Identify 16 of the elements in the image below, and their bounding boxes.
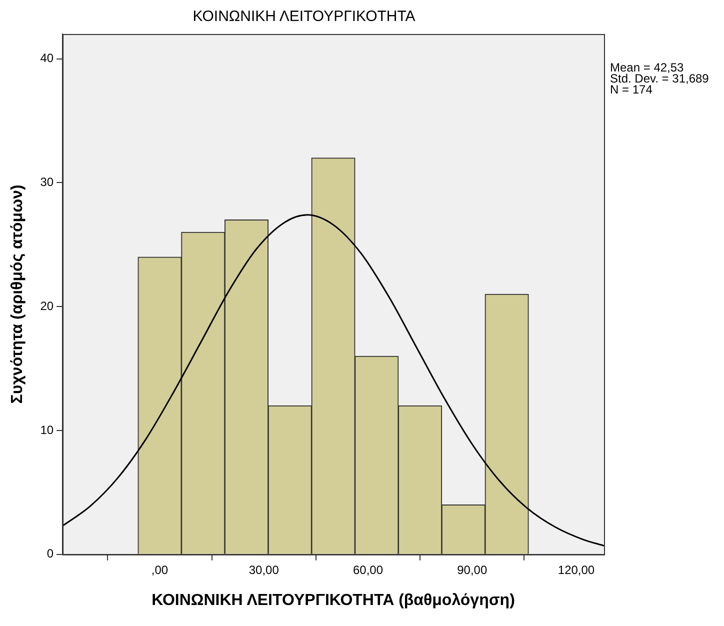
y-axis-title: Συχνότητα (αριθμός ατόμων) <box>9 184 26 404</box>
y-tick-label: 30 <box>40 175 54 189</box>
line-series <box>62 214 604 546</box>
y-tick-label: 40 <box>40 51 54 66</box>
x-tick-label: 90,00 <box>457 562 488 577</box>
y-tick-label: 20 <box>40 298 54 313</box>
x-tick-label: 30,00 <box>248 562 280 577</box>
x-tick-label: ,00 <box>151 562 168 577</box>
y-tick-label: 10 <box>40 422 54 437</box>
y-tick-label: 0 <box>46 546 54 561</box>
x-tick-label: 120,00 <box>558 562 595 577</box>
chart-title: ΚΟΙΝΩΝΙΚΗ ΛΕΙΤΟΥΡΓΙΚΟΤΗΤΑ <box>192 8 416 26</box>
text: Mean = 42,53 <box>610 60 684 74</box>
text: N = 174 <box>610 82 653 96</box>
x-axis-title: ΚΟΙΝΩΝΙΚΗ ΛΕΙΤΟΥΡΓΙΚΟΤΗΤΑ (βαθμολόγηση) <box>152 592 515 609</box>
x-tick-label: 60,00 <box>352 562 384 577</box>
